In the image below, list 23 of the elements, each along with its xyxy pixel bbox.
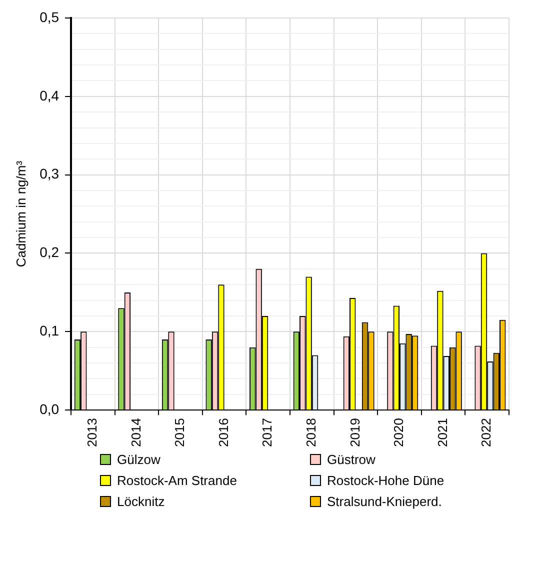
- x-tick-label: 2019: [347, 418, 362, 447]
- x-tick-label: 2013: [84, 418, 100, 447]
- x-tick-label: 2021: [434, 418, 450, 447]
- y-tick-label: 0,2: [40, 244, 60, 260]
- legend-label: Güstrow: [327, 452, 376, 467]
- y-tick-label: 0,5: [40, 8, 60, 25]
- x-tick-label: 2014: [128, 418, 144, 447]
- x-tick-label: 2016: [216, 418, 231, 447]
- legend-label: Löcknitz: [117, 494, 165, 509]
- legend-label: Rostock-Hohe Düne: [327, 473, 444, 488]
- x-tick-label: 2020: [391, 418, 406, 447]
- legend-label: Stralsund-Knieperd.: [327, 494, 442, 509]
- x-tick-label: 2015: [172, 418, 188, 447]
- y-axis-title: Cadmium in ng/m³: [13, 160, 28, 268]
- x-tick-label: 2018: [304, 418, 319, 447]
- y-tick-label: 0,4: [40, 87, 60, 104]
- legend-label: Rostock-Am Strande: [117, 473, 237, 488]
- x-tick-label: 2017: [260, 418, 275, 447]
- y-tick-label: 0,1: [40, 322, 60, 339]
- y-tick-label: 0,3: [40, 166, 60, 182]
- legend-label: Gülzow: [117, 452, 160, 467]
- x-tick-label: 2022: [478, 418, 494, 447]
- y-tick-label: 0,0: [40, 400, 60, 417]
